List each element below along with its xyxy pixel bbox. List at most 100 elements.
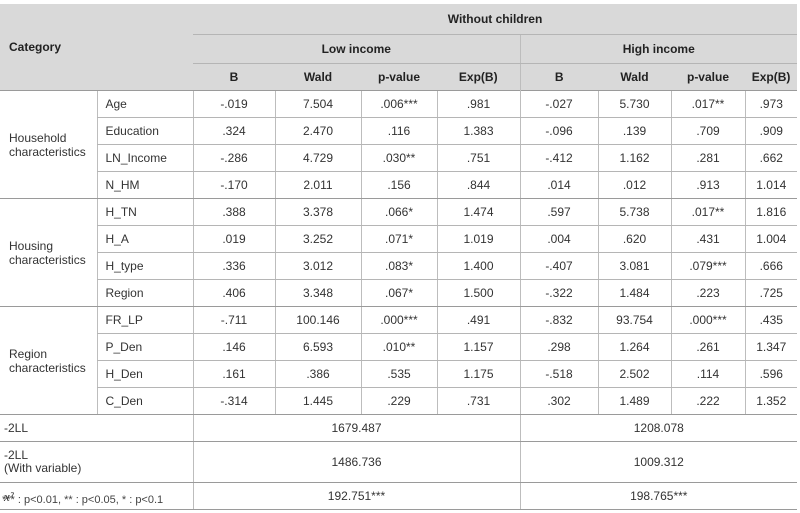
table-row: Housing characteristics H_TN .388 3.378.066… (0, 198, 798, 307)
regression-results-table: Category Without children Low income Hig… (0, 4, 798, 510)
value-cell: .139 (597, 117, 671, 145)
value-cell: .116 (360, 117, 437, 145)
stat-label: x² (0, 482, 193, 510)
value-cell: .844 (436, 171, 520, 199)
table-row: Region .406 3.348.067* 1.500 -.322 1.484.223.… (0, 279, 798, 307)
stat-low-income: 1679.487 (192, 414, 520, 442)
table-row: Education .324 2.470.116 1.383 -.096.139.709… (0, 117, 798, 145)
value-cell: .302 (519, 387, 598, 415)
value-cell: 6.593 (274, 333, 361, 361)
value-cell: .406 (192, 279, 275, 307)
variable-name: FR_LP (96, 306, 193, 334)
table-row: C_Den -.314 1.445.229.731.302 1.489.222 1.35… (0, 387, 798, 415)
value-cell: -.286 (192, 144, 275, 172)
variable-name: Region (96, 279, 193, 307)
variable-name: H_TN (96, 198, 193, 226)
value-cell: -.170 (192, 171, 275, 199)
value-cell: .156 (360, 171, 437, 199)
stat-low-income: 192.751*** (192, 482, 520, 510)
table-row: LN_Income -.286 4.729.030** .751 -.412 1.162.… (0, 144, 798, 172)
value-cell: -.711 (192, 306, 275, 334)
value-cell: .386 (274, 360, 361, 388)
value-cell: .146 (192, 333, 275, 361)
value-cell: .229 (360, 387, 437, 415)
value-cell: 1.489 (597, 387, 671, 415)
category-header: Category (0, 4, 97, 91)
col-header-b-high: B (519, 63, 598, 91)
value-cell: .491 (436, 306, 520, 334)
value-cell: 3.252 (274, 225, 361, 253)
value-cell: 1.500 (436, 279, 520, 307)
value-cell: 1.484 (597, 279, 671, 307)
value-cell: 100.146 (274, 306, 361, 334)
value-cell: -.322 (519, 279, 598, 307)
value-cell: 1.400 (436, 252, 520, 280)
value-cell: 1.347 (744, 333, 798, 361)
value-cell: .324 (192, 117, 275, 145)
col-header-wald-high: Wald (598, 63, 671, 91)
group-label: Household characteristics (0, 90, 97, 199)
value-cell: .014 (519, 171, 598, 199)
value-cell: .666 (744, 252, 798, 280)
value-cell: .662 (744, 144, 798, 172)
table-row: P_Den .146 6.593.010** 1.157.298 1.264.261 1.… (0, 333, 798, 361)
value-cell: 2.502 (597, 360, 671, 388)
value-cell: 1.445 (274, 387, 361, 415)
value-cell: -.832 (519, 306, 598, 334)
value-cell: 5.730 (597, 90, 671, 118)
value-cell: .435 (744, 306, 798, 334)
table-row: H_A .019 3.252.071* 1.019.004.620.431 1.004 (0, 225, 798, 253)
value-cell: 1.162 (597, 144, 671, 172)
value-cell: 4.729 (274, 144, 361, 172)
variable-name: P_Den (96, 333, 193, 361)
variable-name: LN_Income (96, 144, 193, 172)
value-cell: .597 (519, 198, 598, 226)
value-cell: .067* (360, 279, 437, 307)
value-cell: 1.474 (436, 198, 520, 226)
value-cell: .114 (670, 360, 745, 388)
col-header-wald-low: Wald (275, 63, 361, 91)
value-cell: .006*** (360, 90, 437, 118)
value-cell: .161 (192, 360, 275, 388)
stat-low-income: 1486.736 (192, 441, 520, 483)
stat-row: -2LL 1679.487 1208.078 (0, 414, 798, 442)
value-cell: -.019 (192, 90, 275, 118)
value-cell: .071* (360, 225, 437, 253)
col-header-pvalue-low: p-value (361, 63, 437, 91)
value-cell: .709 (670, 117, 745, 145)
value-cell: 1.157 (436, 333, 520, 361)
col-header-expb-low: Exp(B) (437, 63, 520, 91)
value-cell: .000*** (670, 306, 745, 334)
value-cell: -.314 (192, 387, 275, 415)
table-row: H_Den .161.386.535 1.175 -.518 2.502.114.596 (0, 360, 798, 388)
group-label: Housing characteristics (0, 198, 97, 307)
value-cell: 1.019 (436, 225, 520, 253)
value-cell: 1.816 (744, 198, 798, 226)
value-cell: -.518 (519, 360, 598, 388)
low-income-header: Low income (193, 34, 520, 64)
value-cell: .017** (670, 198, 745, 226)
value-cell: .981 (436, 90, 520, 118)
value-cell: .620 (597, 225, 671, 253)
stat-row: -2LL (With variable) 1486.736 1009.312 (0, 441, 798, 483)
variable-name: Education (96, 117, 193, 145)
value-cell: .535 (360, 360, 437, 388)
value-cell: .019 (192, 225, 275, 253)
value-cell: 1.004 (744, 225, 798, 253)
value-cell: .596 (744, 360, 798, 388)
value-cell: 5.738 (597, 198, 671, 226)
value-cell: 1.014 (744, 171, 798, 199)
variable-name: C_Den (96, 387, 193, 415)
value-cell: 3.378 (274, 198, 361, 226)
table-row: Household characteristics Age -.019 7.504.0… (0, 90, 798, 199)
value-cell: .083* (360, 252, 437, 280)
value-cell: .909 (744, 117, 798, 145)
col-header-expb-high: Exp(B) (745, 63, 798, 91)
value-cell: .751 (436, 144, 520, 172)
stat-row: x² 192.751*** 198.765*** (0, 482, 798, 510)
without-children-header: Without children (193, 4, 798, 35)
value-cell: .030** (360, 144, 437, 172)
value-cell: .336 (192, 252, 275, 280)
value-cell: 2.011 (274, 171, 361, 199)
